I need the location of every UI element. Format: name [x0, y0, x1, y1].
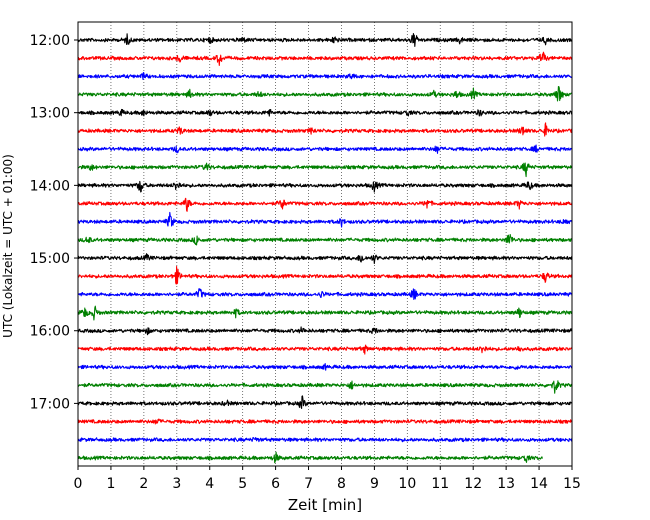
x-axis-label: Zeit [min] [288, 496, 362, 514]
trace-1500 [77, 253, 573, 265]
trace-1645 [77, 380, 573, 394]
trace-1515 [77, 265, 573, 285]
x-tick-label: 5 [238, 476, 247, 492]
y-tick-label: 12:00 [30, 33, 70, 49]
x-tick-label: 13 [497, 476, 515, 492]
trace-1600 [77, 326, 573, 336]
y-tick-label: 16:00 [30, 324, 70, 340]
trace-1330 [77, 144, 573, 154]
plot-frame [77, 21, 573, 467]
trace-1700 [77, 395, 573, 410]
vertical-grid [110, 22, 540, 466]
x-tick-label: 14 [530, 476, 548, 492]
trace-1745 [77, 451, 543, 464]
x-tick-label: 7 [304, 476, 313, 492]
trace-1345 [77, 162, 573, 178]
trace-1630 [77, 363, 573, 371]
trace-1445 [77, 233, 573, 246]
trace-1730 [77, 436, 573, 443]
x-tick-label: 11 [431, 476, 449, 492]
x-tick-label: 1 [106, 476, 115, 492]
x-ticks: 0 1 2 3 4 5 6 7 8 9 10 11 12 13 14 15 [74, 466, 581, 492]
y-tick-label: 15:00 [30, 251, 70, 267]
trace-1200 [77, 33, 573, 47]
x-tick-label: 2 [139, 476, 148, 492]
trace-1215 [77, 51, 573, 66]
y-tick-label: 17:00 [30, 396, 70, 412]
trace-1430 [77, 211, 573, 228]
trace-1715 [77, 418, 573, 425]
axes [77, 21, 573, 467]
x-tick-label: 6 [271, 476, 280, 492]
y-tick-label: 13:00 [30, 106, 70, 122]
trace-1530 [77, 288, 573, 300]
trace-1400 [77, 180, 573, 193]
trace-1300 [77, 108, 573, 117]
x-tick-label: 3 [172, 476, 181, 492]
x-tick-label: 8 [337, 476, 346, 492]
trace-1245 [77, 85, 573, 102]
trace-1415 [77, 197, 573, 212]
trace-group [77, 33, 573, 464]
x-tick-label: 10 [398, 476, 416, 492]
x-tick-label: 15 [563, 476, 581, 492]
y-tick-label: 14:00 [30, 178, 70, 194]
x-tick-label: 0 [74, 476, 83, 492]
trace-1615 [77, 344, 573, 355]
trace-1545 [77, 305, 573, 321]
y-ticks: 12:00 13:00 14:00 15:00 16:00 17:00 [30, 33, 78, 412]
y-axis-label: UTC (Lokalzeit = UTC + 01:00) [1, 154, 15, 338]
x-tick-label: 9 [370, 476, 379, 492]
x-tick-label: 12 [464, 476, 482, 492]
trace-1315 [77, 122, 573, 137]
x-tick-label: 4 [205, 476, 214, 492]
trace-1230 [77, 71, 573, 80]
